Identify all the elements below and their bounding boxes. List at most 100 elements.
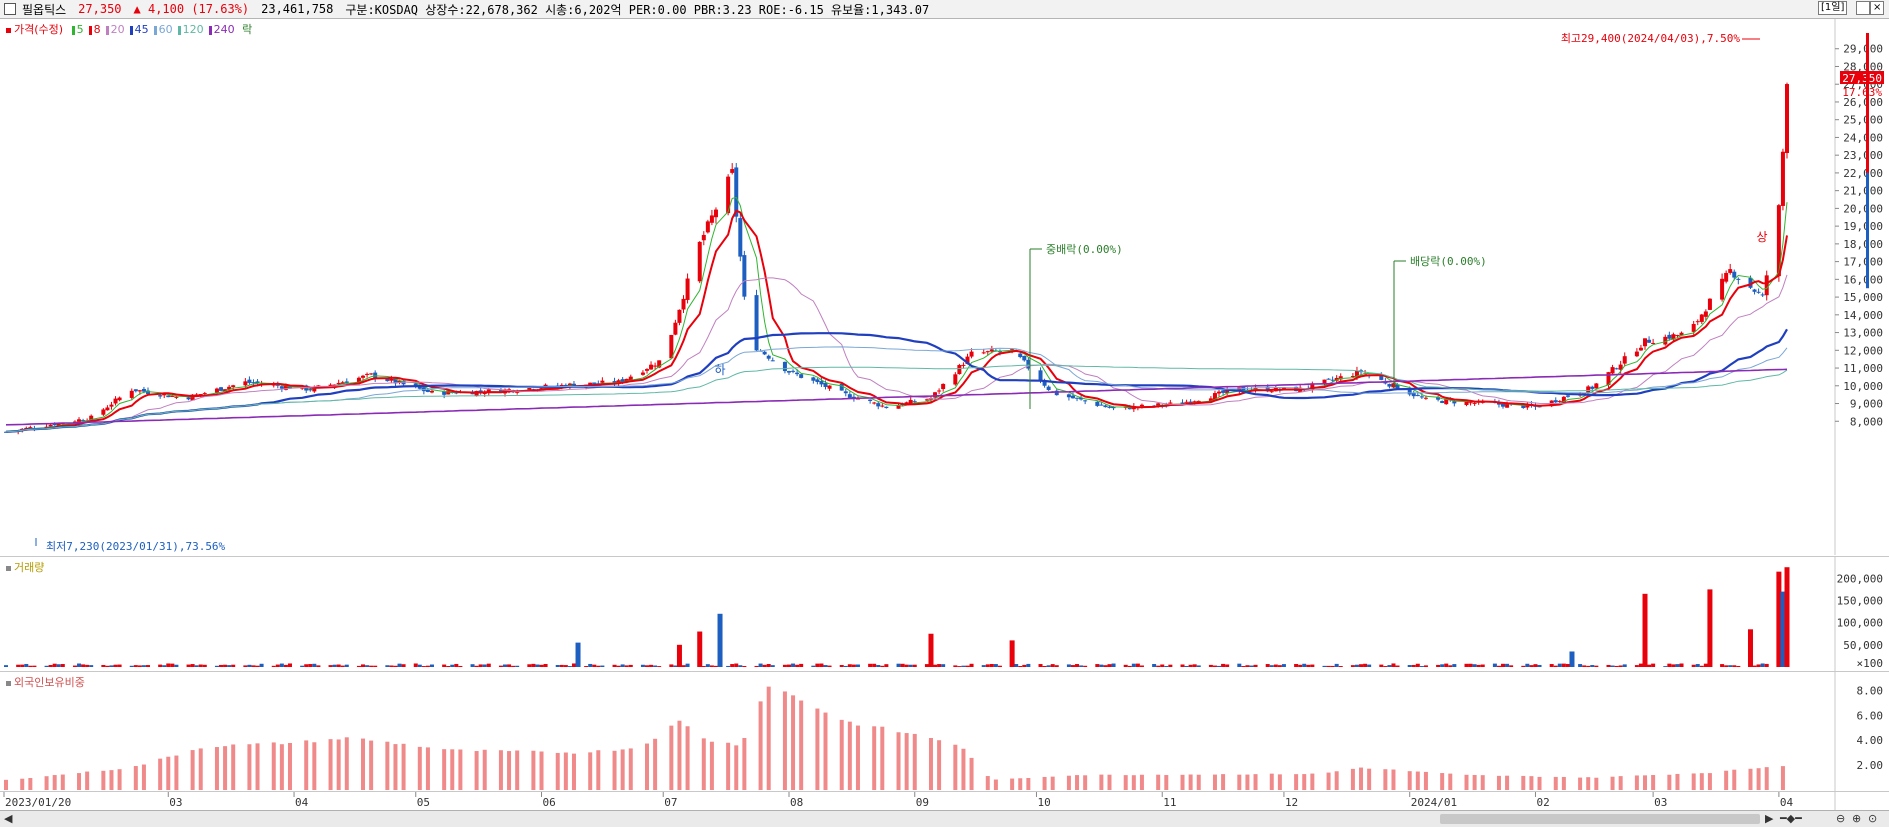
foreign-bar <box>1496 775 1501 790</box>
scroll-right-icon[interactable]: ▶ <box>1765 812 1774 825</box>
candle-body <box>28 427 33 429</box>
x-tick-label: 02 <box>1536 796 1549 809</box>
foreign-bar <box>344 737 349 790</box>
scroll-left-icon[interactable]: ◀ <box>4 812 13 825</box>
candle-body <box>795 372 800 375</box>
volume-chart[interactable]: 50,000 100,000 150,000 200,000 ×100 <box>0 557 1889 671</box>
current-price: 27,350 <box>78 2 122 16</box>
volume-bar <box>1448 665 1453 667</box>
candle-body <box>1026 359 1031 369</box>
volume-bar <box>56 664 61 667</box>
candle-body <box>1237 387 1242 392</box>
volume-bar <box>227 665 232 667</box>
candle-body <box>1208 398 1213 402</box>
volume-bar <box>1736 665 1741 667</box>
foreign-bar <box>4 779 8 790</box>
volume-bar <box>4 665 8 667</box>
candle-body <box>1326 378 1331 380</box>
close-icon[interactable]: × <box>1870 1 1884 15</box>
volume-bar <box>158 664 163 667</box>
foreign-bar <box>912 733 917 790</box>
zoom-out-icon[interactable]: ⊖ <box>1836 812 1846 825</box>
foreign-bar <box>1123 775 1128 790</box>
candle-body <box>588 382 593 386</box>
horizontal-scrollbar[interactable]: ◀ ▶ ━◆━ ⊖ ⊕ ⊙ <box>0 810 1889 827</box>
minimize-icon[interactable] <box>1856 1 1870 15</box>
volume-bar <box>1407 665 1412 667</box>
candle-body <box>827 385 832 389</box>
candle-body <box>868 399 873 401</box>
candle-body <box>880 405 885 407</box>
volume-bar <box>515 665 520 667</box>
volume-bar <box>1046 665 1051 667</box>
candle-body <box>872 402 877 404</box>
candle-body <box>1338 376 1343 380</box>
x-tick-label: 2024/01 <box>1411 796 1457 809</box>
zoom-in-icon[interactable]: ⊕ <box>1852 812 1862 825</box>
candle-body <box>393 378 398 384</box>
foreign-bar <box>734 745 739 790</box>
volume-bar <box>730 664 735 667</box>
candle-body <box>1407 388 1412 395</box>
volume-bar <box>1135 663 1140 667</box>
volume-bar <box>417 664 422 667</box>
volume-bar <box>1014 664 1019 667</box>
foreign-bar <box>644 743 649 790</box>
low-annotation: 최저7,230(2023/01/31),73.56% <box>46 540 226 553</box>
volume-bar <box>1691 664 1696 667</box>
volume-bar <box>649 664 654 667</box>
volume-bar <box>1294 664 1299 667</box>
candle-body <box>231 385 236 388</box>
candle-body <box>726 176 731 214</box>
scroll-slider-icon[interactable]: ━◆━ <box>1780 812 1802 825</box>
volume-bar <box>616 665 621 667</box>
price-tick-label: 10,000 <box>1843 380 1883 393</box>
foreign-bar <box>839 719 844 790</box>
volume-bar <box>1107 664 1112 667</box>
volume-bar <box>283 664 288 667</box>
volume-bar <box>555 664 560 667</box>
volume-bar <box>896 663 901 667</box>
volume-bar <box>1152 664 1157 667</box>
volume-bar <box>1728 665 1733 667</box>
candle-body <box>141 388 146 392</box>
foreign-chart[interactable]: 2.00 4.00 6.00 8.00 <box>0 672 1889 792</box>
volume-bar <box>365 665 370 667</box>
candle-body <box>170 395 175 397</box>
price-chart[interactable]: 8,000 9,000 10,000 11,000 12,000 13,000 14,000… <box>0 19 1889 555</box>
volume-bar <box>507 664 512 667</box>
foreign-bar <box>1529 776 1534 790</box>
foreign-bar <box>1415 771 1420 790</box>
zoom-reset-icon[interactable]: ⊙ <box>1868 812 1878 825</box>
candle-body <box>1780 151 1785 206</box>
ma-legend-label: 45 <box>134 23 149 36</box>
volume-bar <box>486 663 491 667</box>
volume-bar <box>799 663 804 667</box>
candle-body <box>766 355 771 359</box>
volume-bar <box>1212 665 1217 667</box>
candle-body <box>1505 403 1510 408</box>
volume-bar <box>985 664 990 667</box>
select-checkbox[interactable] <box>4 3 16 15</box>
ma-legend-label: 120 <box>182 23 204 36</box>
volume-bar <box>308 664 313 667</box>
volume-bar <box>1760 663 1765 667</box>
volume-bar <box>60 664 65 667</box>
volume-bar <box>559 664 564 667</box>
volume-bar <box>847 664 852 667</box>
volume-bar <box>1638 663 1643 667</box>
volume-bar <box>993 664 998 667</box>
volume-bar <box>1054 665 1059 667</box>
foreign-bar <box>782 691 787 790</box>
candle-body <box>681 298 686 310</box>
candle-body <box>190 394 195 401</box>
volume-bar <box>1529 665 1534 667</box>
scroll-thumb[interactable] <box>1440 814 1760 824</box>
volume-bar <box>937 664 942 667</box>
candle-body <box>328 384 333 387</box>
period-button[interactable]: [1일] <box>1818 1 1848 15</box>
volume-spike-bar <box>1009 640 1015 667</box>
volume-bar <box>109 665 114 667</box>
candle-body <box>1079 397 1084 400</box>
candle-body <box>1099 404 1104 406</box>
